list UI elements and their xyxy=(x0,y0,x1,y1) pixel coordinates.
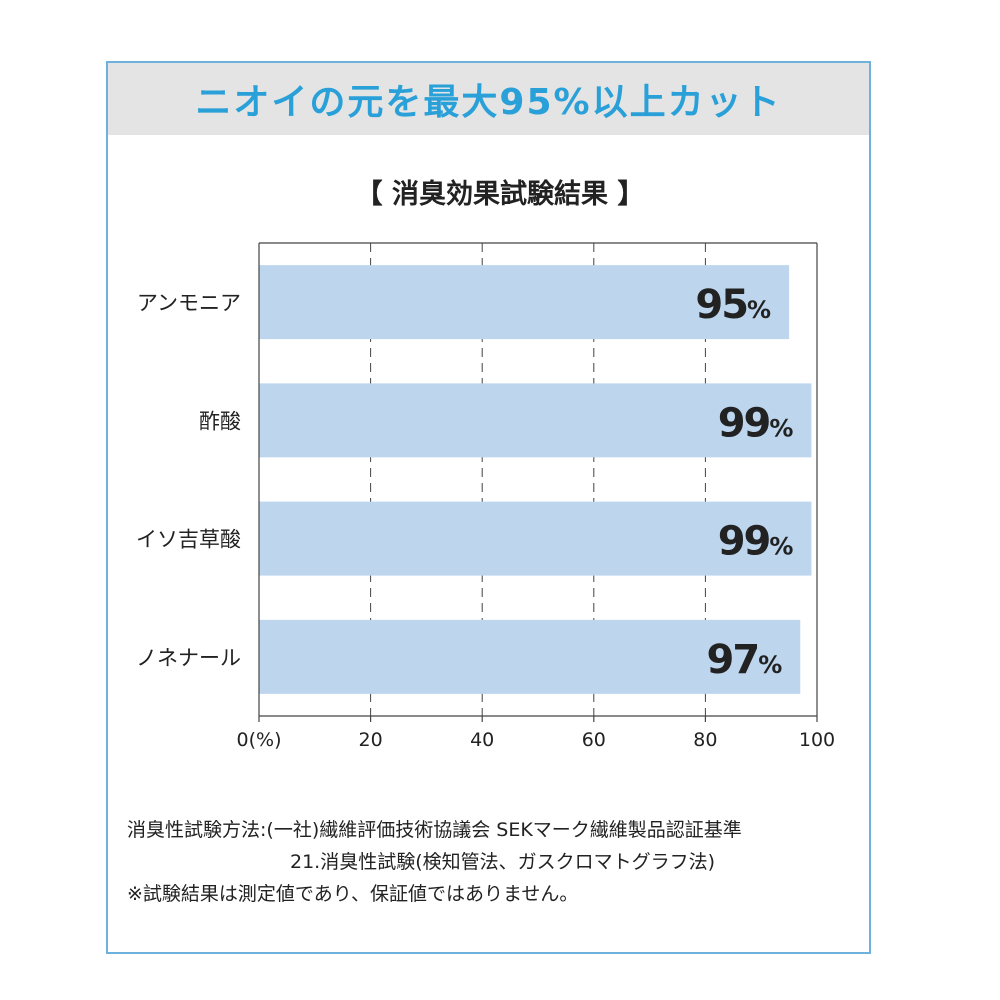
bar xyxy=(259,501,812,576)
category-label: 酢酸 xyxy=(199,409,241,433)
category-label: イソ吉草酸 xyxy=(136,528,241,552)
bar xyxy=(259,265,790,340)
bar xyxy=(259,619,801,694)
infographic-frame: ニオイの元を最大95%以上カット xyxy=(106,61,871,954)
x-tick-label: 80 xyxy=(693,729,717,751)
category-label: アンモニア xyxy=(137,291,241,315)
bar-value-label: 99% xyxy=(718,519,794,565)
x-tick-label: 40 xyxy=(470,729,494,751)
x-tick-label: 100 xyxy=(799,729,835,751)
bar-value-label: 97% xyxy=(707,637,783,683)
headline: ニオイの元を最大95%以上カット xyxy=(195,82,782,123)
bar-value-label: 95% xyxy=(695,282,771,328)
chart-title: 【 消臭効果試験結果 】 xyxy=(355,179,645,210)
bar-value-label: 99% xyxy=(718,400,794,446)
headline-banner: ニオイの元を最大95%以上カット xyxy=(108,63,869,135)
x-tick-label: 0(%) xyxy=(237,729,282,751)
x-tick-label: 60 xyxy=(582,729,606,751)
category-label: ノネナール xyxy=(136,646,241,670)
bar xyxy=(259,383,812,458)
x-tick-label: 20 xyxy=(359,729,383,751)
